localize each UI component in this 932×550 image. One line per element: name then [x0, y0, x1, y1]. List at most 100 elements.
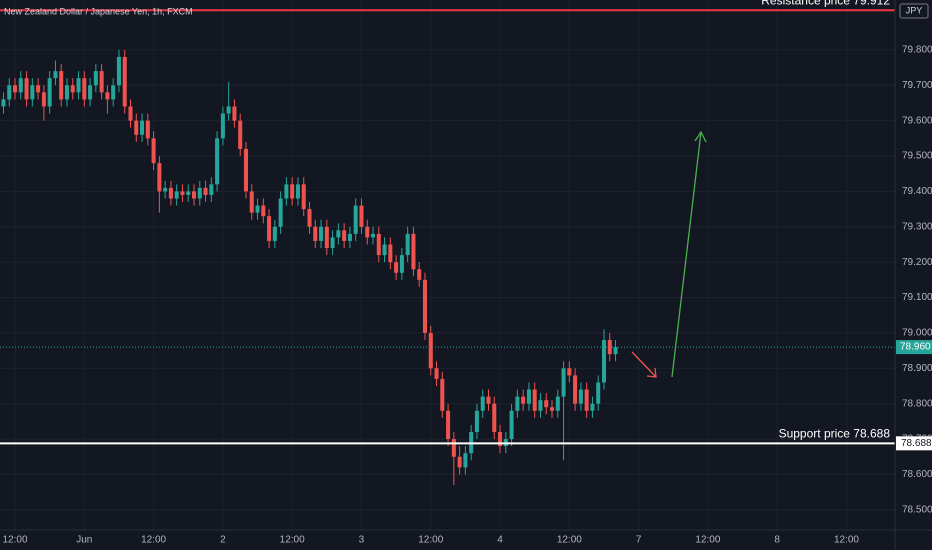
- candle-body: [220, 113, 225, 139]
- candle-body: [76, 78, 81, 93]
- candle-body: [168, 187, 173, 199]
- candle-body: [249, 191, 254, 213]
- candle-body: [64, 85, 70, 100]
- x-tick-label: 2: [220, 535, 226, 546]
- y-tick-label: 78.500: [902, 504, 932, 515]
- candle-body: [394, 262, 399, 273]
- candle-body: [405, 233, 410, 256]
- level-label: Resistance price 79.912: [761, 0, 890, 7]
- candle-body: [555, 396, 560, 411]
- down-arrow: [631, 351, 657, 378]
- candle-body: [145, 120, 150, 139]
- candle-body: [255, 205, 260, 213]
- candle-body: [128, 106, 133, 121]
- candle-body: [376, 233, 381, 256]
- candle-body: [399, 255, 404, 273]
- x-tick-label: 7: [636, 535, 642, 546]
- level-label: Support price 78.688: [779, 426, 891, 440]
- candle-body: [526, 389, 531, 404]
- candle-body: [140, 120, 145, 135]
- candle-body: [59, 71, 64, 100]
- candle-body: [88, 85, 93, 100]
- candle-body: [498, 431, 503, 447]
- candle-body: [509, 410, 514, 440]
- candle-body: [99, 71, 104, 93]
- candle-body: [157, 163, 162, 192]
- candle-body: [122, 56, 127, 107]
- candle-body: [284, 184, 289, 199]
- candle-body: [226, 106, 231, 114]
- candle-body: [463, 453, 468, 468]
- candle-body: [47, 78, 52, 107]
- x-tick-label: 4: [497, 535, 503, 546]
- candle-body: [238, 120, 243, 149]
- candle-body: [417, 269, 422, 280]
- candle-body: [428, 332, 433, 369]
- candle-body: [440, 378, 445, 411]
- candle-body: [53, 71, 58, 79]
- candle-body: [7, 85, 12, 100]
- y-tick-label: 79.800: [902, 45, 932, 56]
- y-tick-label: 79.700: [902, 80, 932, 91]
- plot: [0, 9, 895, 486]
- y-tick-label: 78.800: [902, 398, 932, 409]
- x-tick-label: 12:00: [418, 535, 443, 546]
- y-tick-label: 79.200: [902, 257, 932, 268]
- candle-body: [613, 347, 618, 355]
- candle-body: [573, 375, 578, 404]
- y-tick-label: 79.500: [902, 151, 932, 162]
- candle-body: [174, 191, 179, 199]
- candle-body: [411, 233, 416, 270]
- candle-body: [382, 244, 387, 256]
- candle-body: [307, 209, 312, 227]
- candle-body: [492, 403, 497, 432]
- candle-body: [24, 78, 29, 100]
- y-tick-label: 78.900: [902, 363, 932, 374]
- candle-body: [70, 85, 75, 93]
- candle-body: [342, 230, 347, 241]
- down-arrow-head: [646, 367, 657, 378]
- candle-body: [434, 368, 439, 379]
- x-tick-label: 12:00: [2, 535, 27, 546]
- candle-body: [215, 138, 220, 185]
- x-tick-label: 8: [774, 535, 780, 546]
- last-price-label: 78.960: [900, 342, 931, 353]
- candle-body: [319, 226, 324, 241]
- x-tick-label: Jun: [76, 535, 92, 546]
- candle-body: [180, 191, 185, 195]
- last-price-badge: [896, 340, 932, 355]
- candle-body: [567, 368, 572, 376]
- candle-body: [538, 400, 543, 411]
- candle-body: [422, 279, 428, 333]
- support-badge: [896, 436, 932, 451]
- candle-body: [267, 216, 272, 241]
- candle-body: [544, 400, 549, 408]
- candle-body: [388, 244, 393, 263]
- candle-body: [451, 439, 456, 457]
- candle-body: [272, 226, 277, 241]
- y-tick-label: 78.600: [902, 469, 932, 480]
- candle-body: [515, 396, 520, 411]
- candle-body: [41, 92, 46, 107]
- candle-body: [480, 396, 485, 411]
- candle-body: [1, 99, 6, 107]
- y-tick-label: 79.300: [902, 221, 932, 232]
- candle-body: [365, 226, 370, 238]
- candle-body: [446, 410, 451, 440]
- candle-body: [30, 85, 35, 100]
- candle-body: [336, 230, 341, 238]
- x-tick-label: 12:00: [834, 535, 859, 546]
- candle-body: [457, 456, 462, 468]
- candle-body: [151, 138, 156, 164]
- candle-body: [474, 410, 479, 432]
- up-arrow: [671, 131, 702, 378]
- candle-body: [359, 205, 364, 227]
- support-price-label: 78.688: [901, 438, 932, 449]
- candle-body: [295, 184, 300, 199]
- candle-body: [596, 382, 601, 404]
- candle-body: [301, 184, 306, 210]
- candle-body: [232, 106, 237, 121]
- candle-body: [370, 233, 376, 238]
